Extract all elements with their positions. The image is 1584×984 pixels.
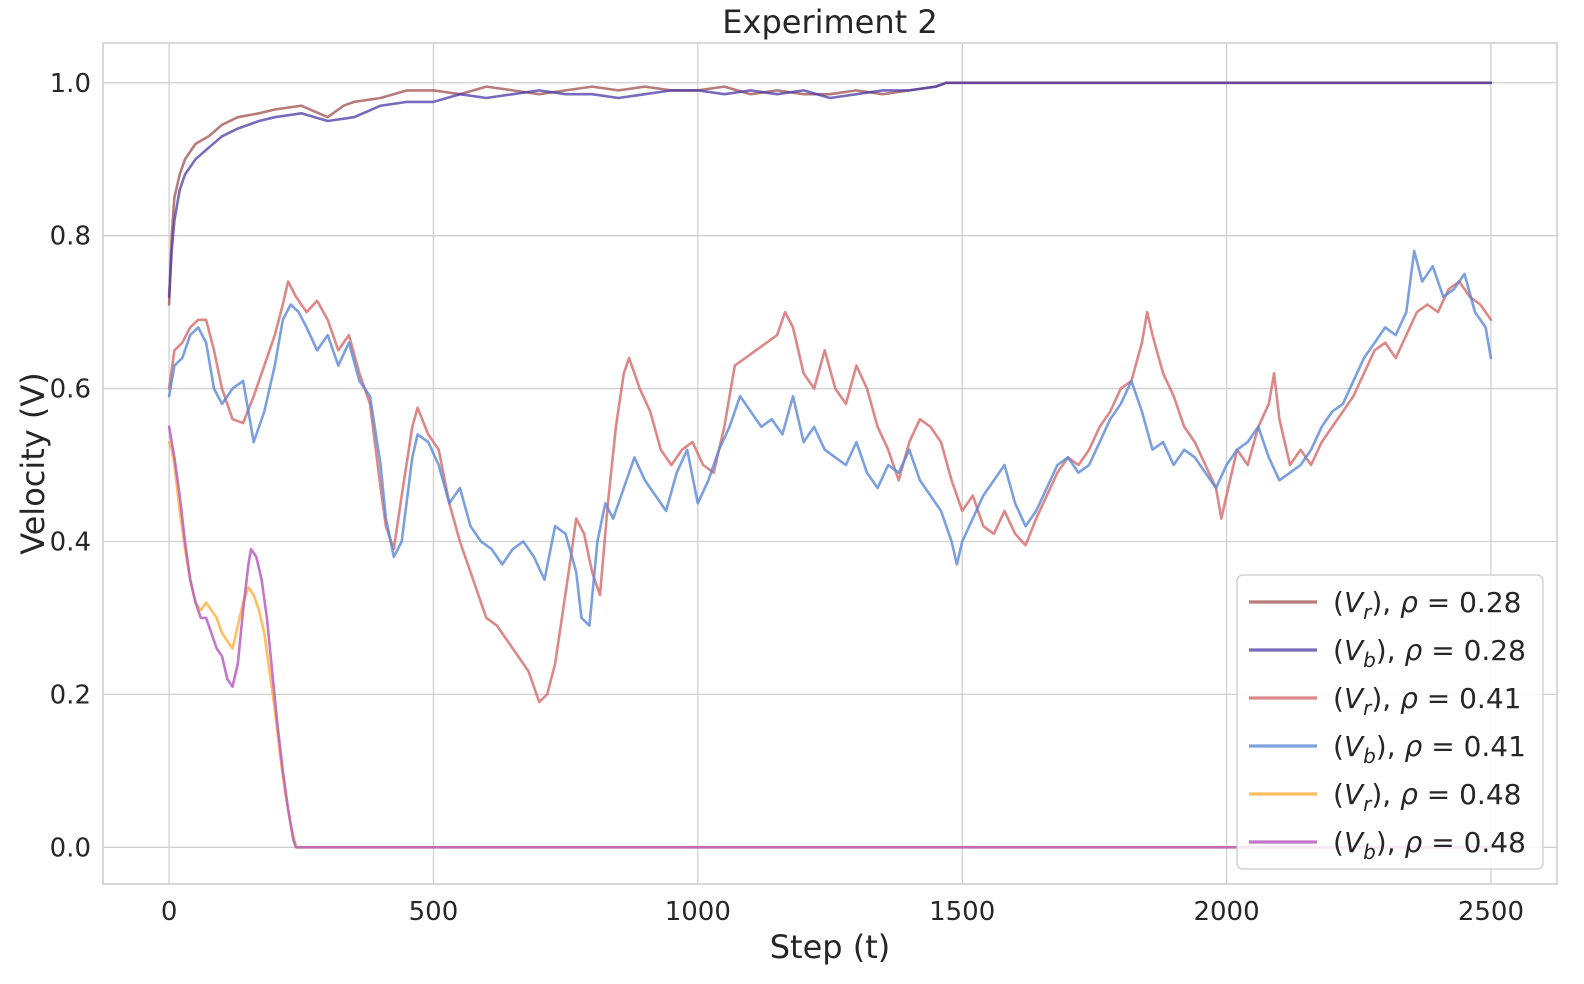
- plot-frame: [102, 42, 1558, 885]
- series-line-1: [167, 81, 1493, 299]
- tick-labels: 0 500 1000 1500 2000 2500 0.0 0.2 0.4 0.6 0.8 1.0: [50, 69, 1524, 927]
- series-line-5: [167, 425, 1493, 849]
- chart-title: Experiment 2: [722, 3, 937, 41]
- y-axis-label: Velocity (V): [14, 372, 52, 555]
- legend-entry-label: (Vr), ρ = 0.41: [1333, 682, 1521, 720]
- legend-box: [1236, 574, 1544, 870]
- x-axis-label: Step (t): [770, 928, 891, 966]
- legend-entry-label: (Vb), ρ = 0.41: [1333, 730, 1526, 768]
- legend: (Vr), ρ = 0.28 (Vb), ρ = 0.28 (Vr), ρ = 0.…: [1236, 574, 1544, 870]
- legend-entry-label: (Vr), ρ = 0.28: [1333, 586, 1521, 624]
- series-line-2: [167, 280, 1493, 704]
- series-line-3: [167, 249, 1493, 627]
- x-tick-label: 1500: [929, 897, 995, 927]
- y-tick-label: 0.4: [50, 527, 91, 557]
- x-tick-label: 2000: [1193, 897, 1259, 927]
- x-tick-label: 1000: [665, 897, 731, 927]
- y-tick-label: 0.0: [50, 833, 91, 863]
- y-tick-label: 1.0: [50, 69, 91, 99]
- x-tick-label: 0: [161, 897, 178, 927]
- series-lines: [167, 81, 1493, 849]
- legend-entry-label: (Vb), ρ = 0.48: [1333, 826, 1526, 864]
- legend-entry-label: (Vb), ρ = 0.28: [1333, 634, 1526, 672]
- series-line-0: [167, 81, 1493, 306]
- y-tick-label: 0.2: [50, 680, 91, 710]
- y-tick-label: 0.8: [50, 222, 91, 252]
- x-tick-label: 500: [409, 897, 459, 927]
- y-tick-label: 0.6: [50, 375, 91, 405]
- legend-entry-label: (Vr), ρ = 0.48: [1333, 778, 1521, 816]
- x-tick-label: 2500: [1458, 897, 1524, 927]
